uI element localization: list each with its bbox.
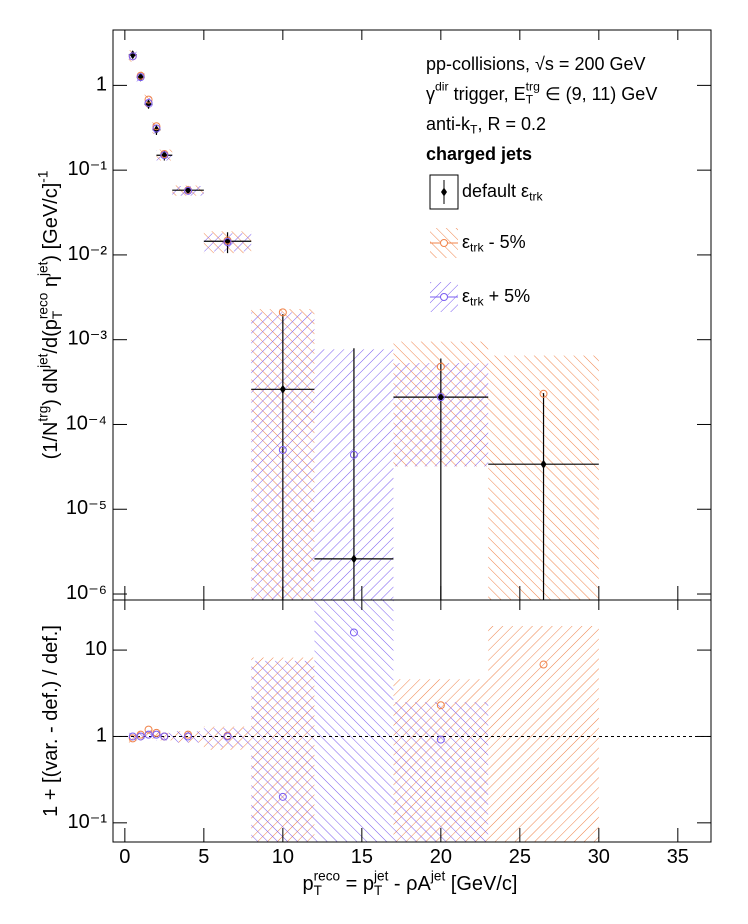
marker — [128, 732, 137, 741]
marker — [436, 393, 445, 402]
marker — [223, 238, 232, 247]
y-axis-label: (1/Ntrg) dNjet/d(pTreco ηjet) [GeV/c]-1 — [35, 171, 64, 460]
x-tick-label: 5 — [198, 846, 209, 868]
marker — [278, 445, 287, 454]
marker — [160, 151, 169, 160]
marker — [152, 122, 161, 131]
legend-entry: εtrk + 5% — [430, 282, 530, 312]
annotation: anti-kT, R = 0.2 — [426, 114, 546, 137]
marker — [160, 732, 169, 741]
marker — [144, 730, 153, 739]
plot-area — [113, 600, 711, 842]
x-tick-label: 25 — [509, 846, 531, 868]
marker — [129, 50, 136, 60]
marker — [152, 124, 161, 133]
systematic-band — [172, 731, 204, 743]
y-tick-label: 10⁻¹ — [68, 811, 108, 833]
marker — [144, 725, 153, 734]
x-tick-label: 10 — [272, 846, 294, 868]
systematic-band — [156, 732, 173, 741]
systematic-band — [144, 731, 153, 739]
marker — [350, 554, 357, 564]
marker — [184, 732, 193, 741]
marker — [278, 308, 287, 317]
systematic-band — [314, 600, 394, 842]
x-tick-label: 20 — [430, 846, 452, 868]
marker — [136, 732, 145, 741]
x-tick-label: 15 — [351, 846, 373, 868]
plot-area — [128, 50, 599, 600]
frame — [112, 599, 712, 843]
x-tick-label: 0 — [119, 846, 130, 868]
marker — [278, 792, 287, 801]
marker — [144, 98, 153, 107]
x-axis-label: pTreco = pTjet - ρAjet [GeV/c] — [303, 868, 518, 897]
y-axis-label: 1 + [(var. - def.) / def.] — [40, 625, 62, 817]
y-tick-label: 10⁻⁶ — [66, 582, 107, 604]
legend-label: εtrk - 5% — [462, 232, 526, 255]
x-tick-label: 35 — [667, 846, 689, 868]
marker — [223, 732, 232, 741]
marker — [144, 95, 153, 104]
systematic-band — [393, 702, 489, 842]
y-tick-label: 1 — [96, 74, 107, 96]
marker — [184, 186, 193, 195]
systematic-band — [251, 660, 315, 842]
legend-box — [429, 174, 459, 210]
annotation: pp-collisions, √s = 200 GeV — [426, 54, 646, 74]
marker — [136, 73, 145, 82]
marker — [437, 392, 444, 402]
legend-title: charged jets — [426, 144, 532, 164]
annotation: γdir trigger, ETtrg ∈ (9, 11) GeV — [426, 80, 657, 107]
marker — [152, 730, 161, 739]
systematic-band — [136, 732, 145, 741]
systematic-band — [488, 626, 599, 842]
marker — [540, 459, 547, 469]
marker — [349, 450, 358, 459]
y-tick-label: 10⁻² — [68, 243, 108, 265]
marker — [436, 701, 445, 710]
legend-symbol — [440, 293, 448, 301]
y-tick-label: 1 — [96, 725, 107, 747]
y-tick-label: 10⁻⁴ — [66, 413, 107, 435]
marker — [436, 735, 445, 744]
marker — [436, 362, 445, 371]
x-tick-label: 30 — [588, 846, 610, 868]
y-tick-label: 10⁻⁵ — [66, 498, 107, 520]
marker — [539, 389, 548, 398]
marker — [539, 660, 548, 669]
y-tick-label: 10⁻¹ — [68, 158, 108, 180]
legend-label: default εtrk — [462, 181, 544, 204]
legend-label: εtrk + 5% — [462, 286, 530, 309]
legend-symbol — [440, 239, 448, 247]
systematic-band — [203, 728, 252, 748]
marker — [349, 628, 358, 637]
frame — [112, 29, 712, 601]
legend-entry: default εtrk — [429, 174, 544, 210]
marker — [128, 52, 137, 61]
marker — [279, 384, 286, 394]
y-tick-label: 10⁻³ — [68, 328, 108, 350]
legend-symbol — [441, 187, 447, 197]
legend-entry: εtrk - 5% — [430, 228, 526, 258]
y-tick-label: 10 — [85, 638, 107, 660]
